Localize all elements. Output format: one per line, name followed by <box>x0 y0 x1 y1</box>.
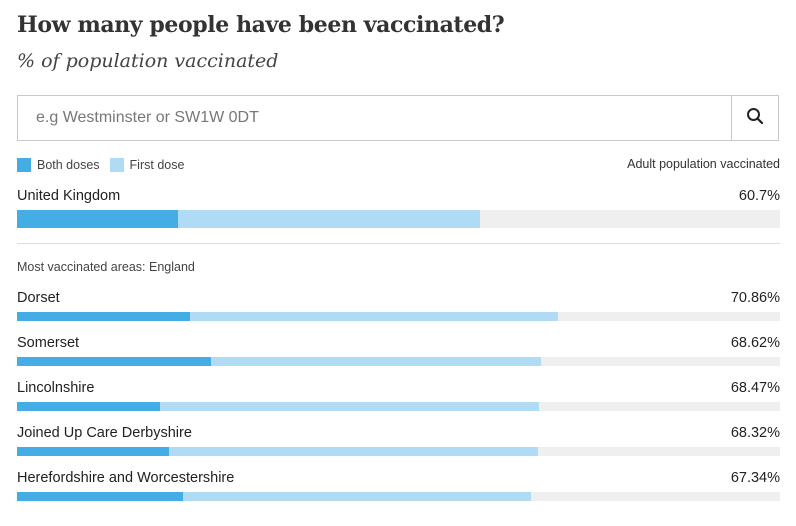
national-row: United Kingdom 60.7% <box>17 188 780 228</box>
row-label: Herefordshire and Worcestershire <box>17 470 235 486</box>
bar-track <box>17 210 780 228</box>
area-row: Dorset 70.86% <box>17 290 780 321</box>
section-divider <box>17 243 780 244</box>
area-row: Lincolnshire 68.47% <box>17 380 780 411</box>
row-value: 68.62% <box>730 335 780 351</box>
row-value: 68.32% <box>730 425 780 441</box>
row-value: 70.86% <box>730 290 780 306</box>
bar-both-doses <box>17 357 211 366</box>
bar-both-doses <box>17 447 169 456</box>
search-input[interactable] <box>18 96 731 140</box>
row-label: Lincolnshire <box>17 380 95 396</box>
bar-both-doses <box>17 402 161 411</box>
bar-both-doses <box>17 210 178 228</box>
chart-legend: Both doses First dose <box>17 158 194 172</box>
bar-first-dose <box>17 312 558 321</box>
row-label: Joined Up Care Derbyshire <box>17 425 192 441</box>
page-title: How many people have been vaccinated? <box>17 12 505 38</box>
search-bar <box>17 95 779 141</box>
row-label: Somerset <box>17 335 80 351</box>
page-subtitle: % of population vaccinated <box>17 50 279 72</box>
row-value: 68.47% <box>730 380 780 396</box>
value-column-label: Adult population vaccinated <box>627 157 780 171</box>
legend-swatch-first-dose <box>109 158 124 172</box>
row-label: United Kingdom <box>17 188 121 204</box>
legend-item-first-dose: First dose <box>109 158 185 172</box>
bar-first-dose <box>17 357 541 366</box>
row-value: 67.34% <box>730 470 780 486</box>
bar-track <box>17 312 780 321</box>
legend-label-first-dose: First dose <box>129 158 185 172</box>
row-label: Dorset <box>17 290 60 306</box>
row-value: 60.7% <box>738 188 780 204</box>
bar-track <box>17 357 780 366</box>
bar-track <box>17 402 780 411</box>
section-label: Most vaccinated areas: England <box>17 260 195 274</box>
area-row: Herefordshire and Worcestershire 67.34% <box>17 470 780 501</box>
bar-first-dose <box>17 402 540 411</box>
bar-track <box>17 447 780 456</box>
area-row: Joined Up Care Derbyshire 68.32% <box>17 425 780 456</box>
bar-first-dose <box>17 447 539 456</box>
legend-label-both-doses: Both doses <box>37 158 100 172</box>
bar-both-doses <box>17 312 191 321</box>
bar-track <box>17 492 780 501</box>
legend-swatch-both-doses <box>17 158 31 172</box>
search-button[interactable] <box>731 96 778 140</box>
bar-first-dose <box>17 492 531 501</box>
search-icon <box>746 107 764 130</box>
bar-both-doses <box>17 492 184 501</box>
legend-item-both-doses: Both doses <box>17 158 100 172</box>
area-row: Somerset 68.62% <box>17 335 780 366</box>
